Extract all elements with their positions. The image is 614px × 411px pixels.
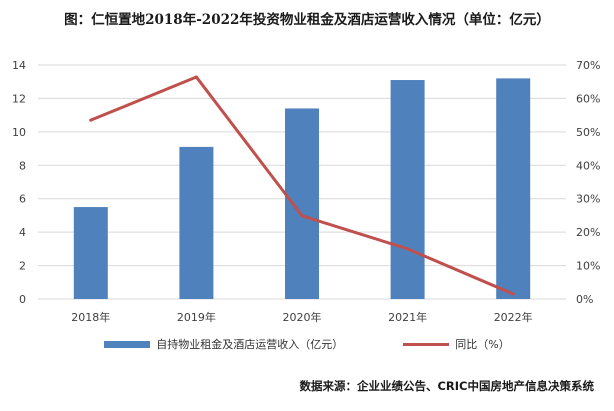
x-tick-label: 2020年 [283, 310, 322, 324]
bar [73, 207, 108, 299]
chart-title: 图：仁恒置地2018年-2022年投资物业租金及酒店运营收入情况（单位：亿元） [64, 12, 550, 28]
legend-item-line: 同比（%） [403, 336, 510, 352]
x-tick-label: 2019年 [177, 310, 216, 324]
y-tick-label: 4 [19, 226, 26, 239]
legend-bar-swatch [104, 340, 151, 348]
y-tick-label: 0 [19, 293, 26, 306]
y-tick-label: 2 [19, 260, 26, 273]
line-point [194, 75, 198, 79]
x-tick-label: 2022年 [494, 310, 533, 324]
y2-tick-label: 50% [576, 126, 600, 139]
line-point [511, 292, 515, 296]
right-axis-ticks: 0% 10% 20% 30% 40% 50% 60% 70% [576, 59, 600, 306]
y2-tick-label: 20% [576, 226, 600, 239]
y-tick-label: 10 [12, 126, 26, 139]
legend: 自持物业租金及酒店运营收入（亿元） 同比（%） [0, 336, 614, 352]
line-series [89, 75, 515, 296]
bar [496, 78, 531, 299]
line-point [89, 118, 93, 122]
y2-tick-label: 0% [576, 293, 593, 306]
legend-line-swatch [403, 342, 450, 346]
left-axis-ticks: 0 2 4 6 8 10 12 14 [12, 59, 26, 306]
bar-series [73, 78, 531, 300]
line-point [406, 247, 410, 251]
y2-tick-label: 60% [576, 92, 600, 105]
x-tick-label: 2021年 [388, 310, 427, 324]
y-tick-label: 8 [19, 159, 26, 172]
y2-tick-label: 40% [576, 159, 600, 172]
line-point [300, 214, 304, 218]
bar [285, 108, 319, 299]
y-tick-label: 12 [12, 92, 26, 105]
y-tick-label: 6 [19, 193, 26, 206]
bar [390, 80, 425, 300]
y-tick-label: 14 [12, 59, 26, 72]
y2-tick-label: 70% [576, 59, 600, 72]
legend-bar-label: 自持物业租金及酒店运营收入（亿元） [156, 338, 344, 351]
source-note: 数据来源：企业业绩公告、CRIC中国房地产信息决策系统 [299, 379, 594, 393]
x-tick-label: 2018年 [71, 310, 110, 324]
y2-tick-label: 30% [576, 193, 600, 206]
bar [179, 146, 214, 299]
x-axis-ticks: 2018年 2019年 2020年 2021年 2022年 [71, 310, 532, 324]
y2-tick-label: 10% [576, 260, 600, 273]
legend-line-label: 同比（%） [455, 338, 510, 351]
legend-item-bar: 自持物业租金及酒店运营收入（亿元） [104, 336, 343, 352]
